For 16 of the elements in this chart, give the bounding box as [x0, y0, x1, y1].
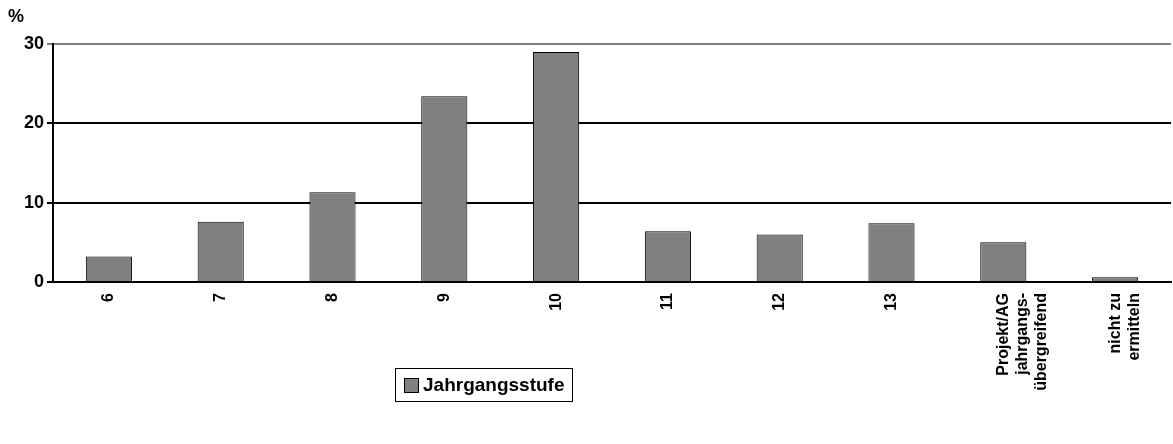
x-tick-label: 7 — [211, 292, 229, 302]
x-tick-label: 13 — [881, 292, 899, 311]
legend-label: Jahrgangsstufe — [423, 374, 565, 396]
x-tick-label: 8 — [322, 292, 340, 302]
x-tick-label: 9 — [434, 292, 452, 302]
y-tick-label: 20 — [23, 112, 44, 133]
x-tick-label: 6 — [99, 292, 117, 302]
x-tick-label: Projekt/AG jahrgangs- übergreifend — [993, 293, 1050, 391]
y-tick-label: 0 — [33, 270, 44, 291]
y-axis-title: % — [8, 5, 25, 26]
x-tick-label: 11 — [658, 292, 676, 310]
x-tick-label: 12 — [770, 292, 788, 311]
y-tick-label: 10 — [23, 191, 44, 212]
x-tick-label: nicht zu ermitteln — [1105, 293, 1142, 361]
y-tick-label: 30 — [23, 32, 44, 53]
x-tick-label: 10 — [546, 292, 564, 311]
